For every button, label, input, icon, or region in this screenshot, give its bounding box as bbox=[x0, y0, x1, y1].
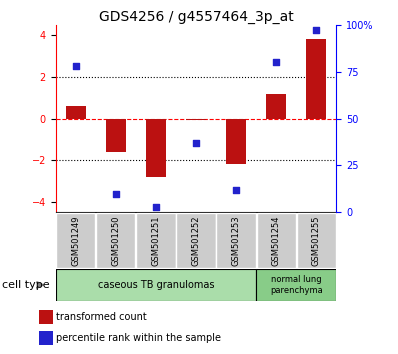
Point bbox=[193, 140, 199, 146]
Bar bbox=[217, 213, 256, 268]
Text: cell type: cell type bbox=[2, 280, 50, 290]
Text: normal lung
parenchyma: normal lung parenchyma bbox=[270, 275, 323, 295]
Bar bbox=[297, 213, 336, 268]
Text: GSM501254: GSM501254 bbox=[272, 216, 281, 266]
Bar bbox=[176, 213, 216, 268]
Bar bbox=[266, 93, 286, 119]
Bar bbox=[226, 119, 246, 165]
Point bbox=[113, 191, 119, 196]
Bar bbox=[306, 39, 326, 119]
Bar bbox=[96, 213, 135, 268]
Point bbox=[273, 59, 279, 65]
Text: GSM501253: GSM501253 bbox=[232, 215, 241, 266]
Point bbox=[233, 187, 239, 193]
Bar bbox=[66, 106, 86, 119]
Bar bbox=[56, 269, 256, 301]
Text: caseous TB granulomas: caseous TB granulomas bbox=[98, 280, 214, 290]
Text: GSM501249: GSM501249 bbox=[71, 216, 80, 266]
Bar bbox=[56, 213, 96, 268]
Text: GSM501250: GSM501250 bbox=[111, 216, 120, 266]
Title: GDS4256 / g4557464_3p_at: GDS4256 / g4557464_3p_at bbox=[99, 10, 293, 24]
Bar bbox=[39, 331, 53, 345]
Bar bbox=[146, 119, 166, 177]
Bar bbox=[39, 310, 53, 324]
Text: GSM501252: GSM501252 bbox=[191, 216, 201, 266]
Text: GSM501251: GSM501251 bbox=[151, 216, 160, 266]
Bar bbox=[106, 119, 126, 152]
Bar bbox=[136, 213, 176, 268]
Text: transformed count: transformed count bbox=[56, 312, 146, 322]
Text: percentile rank within the sample: percentile rank within the sample bbox=[56, 333, 220, 343]
Text: GSM501255: GSM501255 bbox=[312, 216, 321, 266]
Bar bbox=[257, 213, 296, 268]
Point bbox=[313, 28, 320, 33]
Point bbox=[153, 204, 159, 210]
Bar bbox=[186, 119, 206, 120]
Bar bbox=[256, 269, 336, 301]
Point bbox=[72, 63, 79, 69]
